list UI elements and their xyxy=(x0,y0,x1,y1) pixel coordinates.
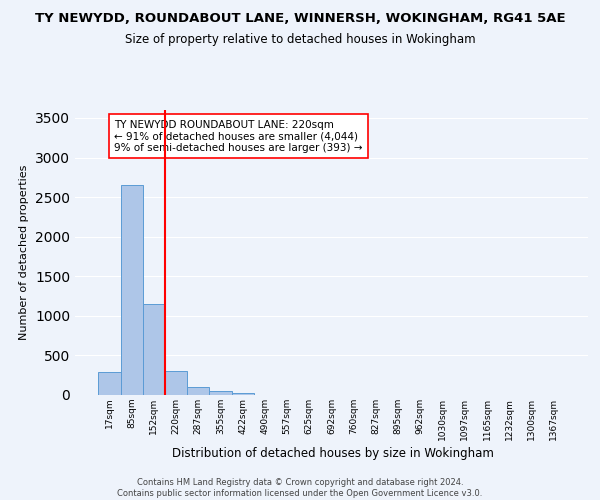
Text: Contains HM Land Registry data © Crown copyright and database right 2024.
Contai: Contains HM Land Registry data © Crown c… xyxy=(118,478,482,498)
Y-axis label: Number of detached properties: Number of detached properties xyxy=(19,165,29,340)
Text: TY NEWYDD, ROUNDABOUT LANE, WINNERSH, WOKINGHAM, RG41 5AE: TY NEWYDD, ROUNDABOUT LANE, WINNERSH, WO… xyxy=(35,12,565,26)
Bar xyxy=(98,372,121,395)
Bar xyxy=(209,392,232,395)
Text: TY NEWYDD ROUNDABOUT LANE: 220sqm
← 91% of detached houses are smaller (4,044)
9: TY NEWYDD ROUNDABOUT LANE: 220sqm ← 91% … xyxy=(115,120,363,152)
Text: Distribution of detached houses by size in Wokingham: Distribution of detached houses by size … xyxy=(172,448,494,460)
Bar xyxy=(121,185,143,395)
Bar xyxy=(232,393,254,395)
Bar xyxy=(165,371,187,395)
Text: Size of property relative to detached houses in Wokingham: Size of property relative to detached ho… xyxy=(125,32,475,46)
Bar xyxy=(143,304,165,395)
Bar xyxy=(187,388,209,395)
